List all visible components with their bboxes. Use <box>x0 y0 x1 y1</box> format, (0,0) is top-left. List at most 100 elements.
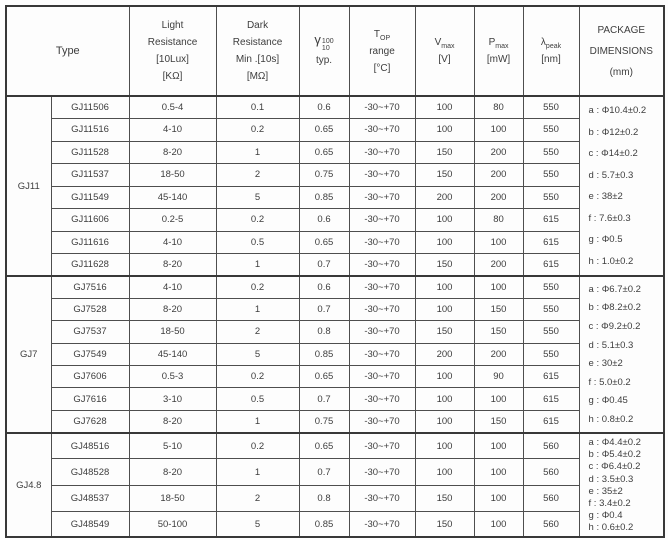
cell-part: GJ48516 <box>50 431 130 460</box>
cell-light: 45-140 <box>128 185 217 209</box>
cell-part: GJ11516 <box>50 118 130 142</box>
cell-dark: 2 <box>215 320 300 344</box>
col-header-gamma: γ 100 10 typ. <box>298 5 350 97</box>
cell-gamma: 0.65 <box>298 230 350 254</box>
cell-gamma: 0.65 <box>298 431 350 460</box>
cell-top: -30~+70 <box>348 185 416 209</box>
cell-part: GJ7528 <box>50 297 130 322</box>
cell-part: GJ48549 <box>50 510 130 538</box>
cell-vmax: 150 <box>414 163 475 187</box>
cell-vmax: 100 <box>414 365 475 389</box>
dimension-line: b : Φ5.4±0.2 <box>588 449 641 461</box>
cell-pmax: 150 <box>473 409 524 434</box>
col-header-dark-resistance: Dark Resistance Min .[10s] [MΩ] <box>215 5 300 97</box>
cell-part: GJ7616 <box>50 387 130 411</box>
cell-dark: 5 <box>215 342 300 367</box>
dimension-line: e : 35±2 <box>588 485 623 497</box>
cell-pmax: 100 <box>473 458 524 486</box>
cell-gamma: 0.65 <box>298 118 350 142</box>
table-row: GJ7606 0.5-3 0.2 0.65 -30~+70 100 90 615 <box>6 365 664 389</box>
cell-gamma: 0.8 <box>298 320 350 344</box>
cell-top: -30~+70 <box>348 140 416 164</box>
cell-top: -30~+70 <box>348 484 416 512</box>
cell-light: 50-100 <box>128 510 217 538</box>
cell-gamma: 0.6 <box>298 274 350 299</box>
table-row: GJ48528 8-20 1 0.7 -30~+70 100 100 560 <box>6 458 664 486</box>
package-dimensions-list: a : Φ6.7±0.2 b : Φ8.2±0.2 c : Φ9.2±0.2 d : … <box>580 278 663 432</box>
cell-light: 8-20 <box>128 253 217 277</box>
cell-lambda: 550 <box>522 118 580 142</box>
table-row: GJ11628 8-20 1 0.7 -30~+70 150 200 615 <box>6 253 664 277</box>
cell-pmax: 90 <box>473 365 524 389</box>
col-header-lambda-peak: λpeak [nm] <box>522 5 580 97</box>
cell-pmax: 200 <box>473 163 524 187</box>
group-name: GJ7 <box>5 275 52 434</box>
cell-pmax: 100 <box>473 387 524 411</box>
cell-part: GJ11606 <box>50 208 130 232</box>
cell-lambda: 560 <box>522 484 580 512</box>
table-row: GJ7 GJ7516 4-10 0.2 0.6 -30~+70 100 100 550 a : Φ… <box>5 274 665 434</box>
cell-dark: 0.5 <box>215 230 300 254</box>
cell-part: GJ7628 <box>50 409 130 434</box>
table-row: GJ7616 3-10 0.5 0.7 -30~+70 100 100 615 <box>6 387 664 411</box>
cell-dark: 1 <box>215 297 300 322</box>
cell-gamma: 0.7 <box>298 297 350 322</box>
cell-dark: 0.2 <box>215 208 300 232</box>
cell-vmax: 100 <box>414 387 475 411</box>
cell-vmax: 100 <box>414 274 475 299</box>
cell-light: 4-10 <box>128 118 217 142</box>
col-header-pmax: Pmax [mW] <box>473 5 524 97</box>
cell-gamma: 0.85 <box>298 342 350 367</box>
cell-lambda: 550 <box>522 274 580 299</box>
cell-lambda: 615 <box>522 409 580 434</box>
cell-lambda: 615 <box>522 230 580 254</box>
cell-pmax: 200 <box>473 253 524 277</box>
package-dimensions-cell: a : Φ4.4±0.2 b : Φ5.4±0.2 c : Φ6.4±0.2 d : … <box>578 431 665 538</box>
cell-vmax: 100 <box>414 297 475 322</box>
dimension-line: f : 5.0±0.2 <box>588 376 631 388</box>
table-row: GJ11537 18-50 2 0.75 -30~+70 150 200 550 <box>6 163 664 187</box>
dimension-line: e : 30±2 <box>588 358 623 370</box>
cell-top: -30~+70 <box>348 230 416 254</box>
cell-pmax: 80 <box>473 208 524 232</box>
cell-gamma: 0.6 <box>298 95 350 119</box>
table-row: GJ4.8 GJ48516 5-10 0.2 0.65 -30~+70 100 100 560 a… <box>5 431 665 538</box>
cell-vmax: 150 <box>414 510 475 538</box>
cell-vmax: 100 <box>414 409 475 434</box>
cell-light: 4-10 <box>128 230 217 254</box>
dimension-line: d : 5.1±0.3 <box>588 339 634 351</box>
cell-part: GJ11549 <box>50 185 130 209</box>
cell-gamma: 0.6 <box>298 208 350 232</box>
cell-gamma: 0.7 <box>298 253 350 277</box>
cell-dark: 1 <box>215 140 300 164</box>
cell-lambda: 550 <box>522 140 580 164</box>
cell-top: -30~+70 <box>348 274 416 299</box>
cell-top: -30~+70 <box>348 297 416 322</box>
cell-top: -30~+70 <box>348 118 416 142</box>
dimension-line: a : Φ4.4±0.2 <box>588 437 641 449</box>
dimension-line: c : Φ6.4±0.2 <box>588 461 641 473</box>
cell-vmax: 100 <box>414 431 475 460</box>
cell-light: 3-10 <box>128 387 217 411</box>
dimension-line: g : Φ0.5 <box>588 234 623 246</box>
table-row: GJ7628 8-20 1 0.75 -30~+70 100 150 615 <box>6 409 664 434</box>
cell-dark: 0.2 <box>215 431 300 460</box>
cell-vmax: 150 <box>414 320 475 344</box>
cell-vmax: 150 <box>414 484 475 512</box>
cell-gamma: 0.75 <box>298 163 350 187</box>
cell-dark: 0.2 <box>215 365 300 389</box>
cell-vmax: 200 <box>414 342 475 367</box>
spec-table: Type Light Resistance [10Lux] [KΩ] Dark … <box>5 5 666 539</box>
cell-vmax: 100 <box>414 458 475 486</box>
cell-light: 0.5-3 <box>128 365 217 389</box>
cell-pmax: 100 <box>473 118 524 142</box>
cell-dark: 0.2 <box>215 118 300 142</box>
package-dimensions-cell: a : Φ6.7±0.2 b : Φ8.2±0.2 c : Φ9.2±0.2 d : … <box>578 275 665 434</box>
cell-top: -30~+70 <box>348 320 416 344</box>
col-header-vmax: Vmax [V] <box>414 5 475 97</box>
cell-dark: 5 <box>215 510 300 538</box>
cell-top: -30~+70 <box>348 409 416 434</box>
gamma-symbol: γ <box>314 32 321 47</box>
header-row: Type Light Resistance [10Lux] [KΩ] Dark … <box>5 5 665 97</box>
cell-gamma: 0.7 <box>298 387 350 411</box>
